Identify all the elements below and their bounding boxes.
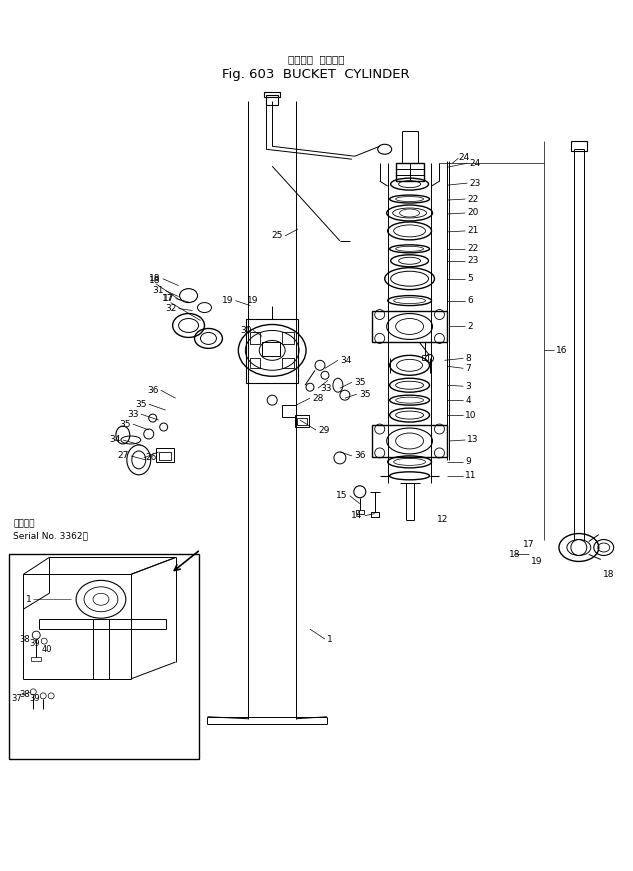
Bar xyxy=(297,418,307,425)
Text: 15: 15 xyxy=(336,491,348,500)
Text: 11: 11 xyxy=(465,471,477,480)
Text: 9: 9 xyxy=(465,457,471,466)
Bar xyxy=(250,333,260,344)
Bar xyxy=(396,163,423,181)
Text: 33: 33 xyxy=(127,409,139,419)
Bar xyxy=(282,358,294,368)
Text: 39: 39 xyxy=(29,638,40,647)
Text: 30: 30 xyxy=(240,326,251,335)
Text: 17: 17 xyxy=(523,540,535,549)
Bar xyxy=(422,355,427,361)
Text: 22: 22 xyxy=(467,245,479,253)
Text: 35: 35 xyxy=(135,400,147,408)
Text: 18: 18 xyxy=(603,570,614,579)
Text: 適用号機: 適用号機 xyxy=(13,519,35,528)
Bar xyxy=(250,358,260,368)
Text: 31: 31 xyxy=(152,287,164,295)
Bar xyxy=(372,311,448,342)
Text: 1: 1 xyxy=(27,595,32,604)
Bar xyxy=(264,91,280,98)
Text: 17: 17 xyxy=(163,294,174,303)
Text: 27: 27 xyxy=(118,451,129,461)
Bar xyxy=(266,96,278,105)
Text: 36: 36 xyxy=(354,451,365,461)
Text: 28: 28 xyxy=(312,394,323,402)
Text: 18: 18 xyxy=(149,276,160,285)
Text: 16: 16 xyxy=(556,346,567,354)
Text: 23: 23 xyxy=(467,256,479,266)
Bar xyxy=(571,141,587,152)
Text: 19: 19 xyxy=(531,557,542,566)
Text: 8: 8 xyxy=(465,354,471,363)
Text: 32: 32 xyxy=(165,304,177,313)
Text: 14: 14 xyxy=(351,511,363,520)
Text: 6: 6 xyxy=(467,296,473,305)
Text: 35: 35 xyxy=(119,420,131,429)
Text: 22: 22 xyxy=(467,194,479,204)
Text: 26: 26 xyxy=(146,454,157,463)
Text: 36: 36 xyxy=(147,386,159,395)
Text: 10: 10 xyxy=(465,410,477,420)
Text: 2: 2 xyxy=(467,322,473,331)
Text: 18: 18 xyxy=(149,274,161,283)
Bar xyxy=(371,511,379,517)
Text: 39: 39 xyxy=(29,694,40,704)
Text: 40: 40 xyxy=(41,645,52,653)
Text: 20: 20 xyxy=(467,208,479,218)
Text: 3: 3 xyxy=(465,381,471,391)
Text: バケット  シリンダ: バケット シリンダ xyxy=(288,55,344,64)
Text: 13: 13 xyxy=(467,436,479,444)
Text: 17: 17 xyxy=(162,294,173,303)
Text: 12: 12 xyxy=(437,515,448,524)
Text: 18: 18 xyxy=(509,550,521,559)
Text: 35: 35 xyxy=(354,378,365,387)
Bar xyxy=(282,333,294,344)
Text: 7: 7 xyxy=(465,364,471,373)
Text: 24: 24 xyxy=(458,152,470,162)
Text: 34: 34 xyxy=(110,436,121,444)
Text: 37: 37 xyxy=(11,694,22,704)
Text: 34: 34 xyxy=(340,356,351,365)
Bar xyxy=(282,405,296,417)
Text: Serial No. 3362～: Serial No. 3362～ xyxy=(13,531,88,540)
Text: 33: 33 xyxy=(320,384,332,393)
Text: 19: 19 xyxy=(248,296,259,305)
Text: 38: 38 xyxy=(20,635,30,644)
Text: 1: 1 xyxy=(327,635,333,644)
Bar xyxy=(31,657,41,661)
Bar xyxy=(246,319,298,383)
Text: 5: 5 xyxy=(467,274,473,283)
Text: 23: 23 xyxy=(469,179,480,187)
Text: 29: 29 xyxy=(318,426,329,435)
Text: 38: 38 xyxy=(20,691,30,699)
Bar xyxy=(295,415,309,427)
Text: 24: 24 xyxy=(469,159,480,168)
Bar xyxy=(372,425,448,457)
Text: 25: 25 xyxy=(272,232,283,240)
Text: 21: 21 xyxy=(467,226,479,235)
Bar xyxy=(156,448,173,462)
Bar xyxy=(159,452,171,460)
Bar xyxy=(262,342,280,356)
Text: 19: 19 xyxy=(222,296,234,305)
Text: Fig. 603  BUCKET  CYLINDER: Fig. 603 BUCKET CYLINDER xyxy=(222,68,410,81)
Bar xyxy=(9,555,199,759)
Text: 35: 35 xyxy=(359,389,370,399)
Bar xyxy=(356,510,364,514)
Text: 4: 4 xyxy=(465,395,471,405)
